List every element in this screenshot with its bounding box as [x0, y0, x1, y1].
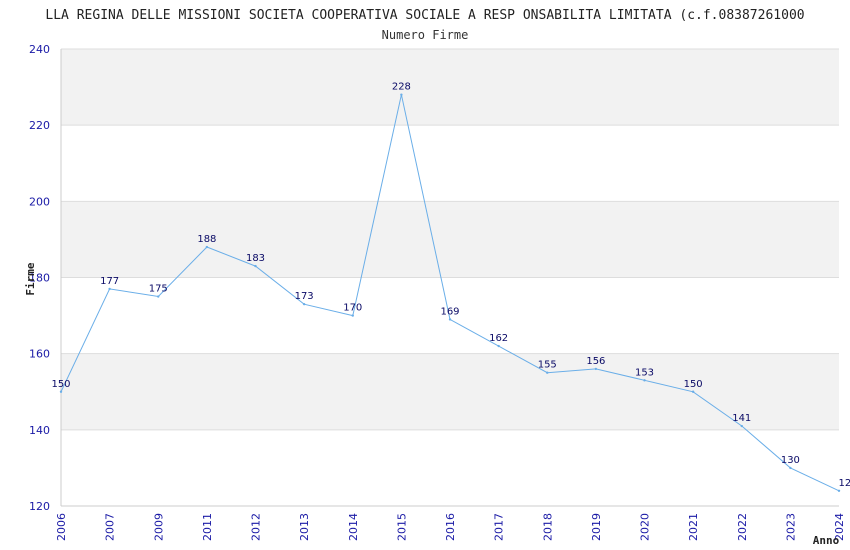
data-point-2013	[302, 302, 306, 306]
data-point-2018	[546, 371, 549, 374]
y-tick-label-120: 120	[29, 500, 50, 513]
data-label-2009: 175	[149, 284, 168, 295]
data-point-2022	[740, 424, 743, 428]
data-label-2022: 141	[732, 413, 751, 424]
chart-subtitle: Numero Firme	[382, 28, 469, 42]
data-label-2014: 170	[343, 303, 362, 314]
data-label-2013: 173	[295, 291, 314, 302]
y-tick-label-200: 200	[29, 195, 50, 208]
x-tick-label-2013: 2013	[298, 513, 311, 541]
series-line-group	[59, 93, 841, 492]
data-label-2012: 183	[246, 253, 265, 264]
data-label-2011: 188	[197, 234, 216, 245]
plot-background-bands	[61, 49, 839, 506]
x-tick-label-2021: 2021	[687, 513, 700, 541]
data-point-2019	[594, 367, 598, 371]
data-point-2015	[400, 93, 403, 96]
y-tick-label-180: 180	[29, 272, 50, 285]
data-point-2024	[837, 489, 841, 492]
data-point-2023	[789, 466, 792, 470]
data-point-2017	[497, 344, 500, 348]
plot-band-0	[61, 429, 839, 506]
y-tick-label-240: 240	[29, 43, 50, 56]
y-axis-ticks: 120 140 160 180 200 220 240	[29, 43, 50, 513]
y-tick-label-160: 160	[29, 348, 50, 361]
data-label-2019: 156	[586, 356, 605, 367]
data-label-2020: 153	[635, 367, 654, 378]
x-axis-ticks: 2006 2007 2009 2011 2012 2013 2014 2015 2016 2017…	[55, 513, 846, 541]
plot-band-1	[61, 353, 839, 430]
y-tick-label-140: 140	[29, 424, 50, 437]
data-label-2023: 130	[781, 455, 800, 466]
x-tick-label-2020: 2020	[639, 513, 652, 541]
chart-axes	[60, 49, 839, 507]
plot-band-2	[61, 277, 839, 354]
x-tick-label-2007: 2007	[104, 513, 117, 541]
data-point-2021	[691, 390, 695, 393]
chart-title: LLA REGINA DELLE MISSIONI SOCIETA COOPER…	[45, 8, 804, 23]
x-tick-label-2017: 2017	[493, 513, 506, 541]
data-point-2016	[448, 318, 452, 321]
x-tick-label-2023: 2023	[784, 513, 797, 541]
x-tick-label-2006: 2006	[55, 513, 68, 541]
data-point-2006	[59, 390, 63, 393]
x-tick-label-2019: 2019	[590, 513, 603, 541]
data-labels: 150 177 175 188 183 173 170 228 169 162 155 156 153 1…	[51, 82, 850, 489]
plot-band-3	[61, 201, 839, 278]
data-point-2020	[643, 379, 646, 382]
y-axis-label: Firme	[24, 262, 37, 295]
x-tick-label-2016: 2016	[444, 513, 457, 541]
data-label-2018: 155	[538, 360, 557, 371]
x-tick-label-2018: 2018	[541, 513, 554, 541]
plot-band-5	[61, 49, 839, 126]
x-tick-label-2009: 2009	[152, 513, 165, 541]
data-point-2009	[157, 295, 160, 298]
data-point-2007	[108, 287, 111, 291]
plot-band-4	[61, 125, 839, 202]
x-tick-label-2022: 2022	[736, 513, 749, 541]
data-label-2024: 124	[838, 478, 850, 489]
x-tick-label-2015: 2015	[395, 513, 408, 541]
data-point-2014	[351, 314, 354, 317]
x-tick-label-2011: 2011	[201, 513, 214, 541]
x-tick-label-2024: 2024	[833, 513, 846, 541]
data-point-2012	[254, 264, 257, 268]
x-axis-label: Anno	[813, 534, 840, 547]
data-label-2021: 150	[684, 379, 703, 390]
data-point-2011	[205, 245, 209, 249]
data-label-2007: 177	[100, 276, 119, 287]
y-tick-label-220: 220	[29, 119, 50, 132]
x-tick-label-2012: 2012	[250, 513, 263, 541]
data-label-2017: 162	[489, 333, 508, 344]
data-label-2015: 228	[392, 82, 411, 93]
data-label-2016: 169	[440, 306, 459, 317]
data-label-2006: 150	[51, 379, 70, 390]
x-tick-label-2014: 2014	[347, 513, 360, 541]
